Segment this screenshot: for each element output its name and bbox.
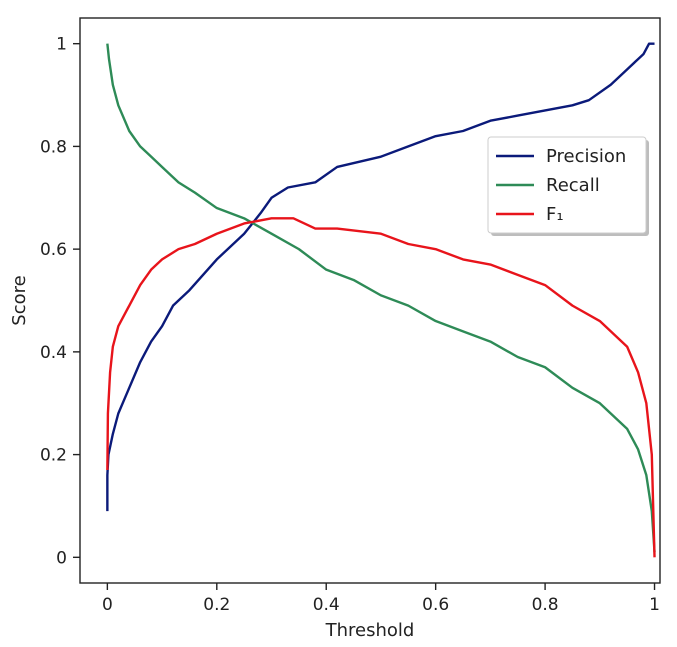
y-tick-label: 0.2: [40, 446, 67, 466]
x-tick-label: 0.8: [532, 595, 559, 615]
x-tick-label: 0.2: [203, 595, 230, 615]
y-tick-label: 1: [56, 35, 67, 55]
y-tick-label: 0.4: [40, 343, 67, 363]
plot-frame: [79, 17, 661, 584]
legend-label: Precision: [546, 146, 626, 167]
y-axis-label: Score: [9, 275, 30, 325]
x-tick-label: 0: [102, 595, 113, 615]
y-tick-label: 0.8: [40, 137, 67, 157]
series-line-precision: [106, 42, 655, 512]
series-line-f: [106, 217, 656, 558]
series-lines: [106, 42, 656, 558]
axes: 0 0.2 0.4 0.6 0.8 1 0 0.2 0.4 0.6 0.8 1: [40, 17, 661, 615]
y-tick-label: 0: [56, 548, 67, 568]
legend-box: [487, 136, 647, 234]
x-tick-label: 1: [649, 595, 660, 615]
plot-area: [80, 18, 660, 583]
legend-label: F₁: [546, 204, 564, 225]
plot-background: [80, 18, 660, 583]
series-line-recall: [106, 43, 656, 553]
y-tick-label: 0.6: [40, 240, 67, 260]
x-tick-label: 0.4: [313, 595, 340, 615]
legend-label: Recall: [546, 175, 600, 196]
x-tick-label: 0.6: [422, 595, 449, 615]
x-axis-label: Threshold: [325, 620, 415, 641]
legend: Precision Recall F₁: [487, 136, 649, 236]
